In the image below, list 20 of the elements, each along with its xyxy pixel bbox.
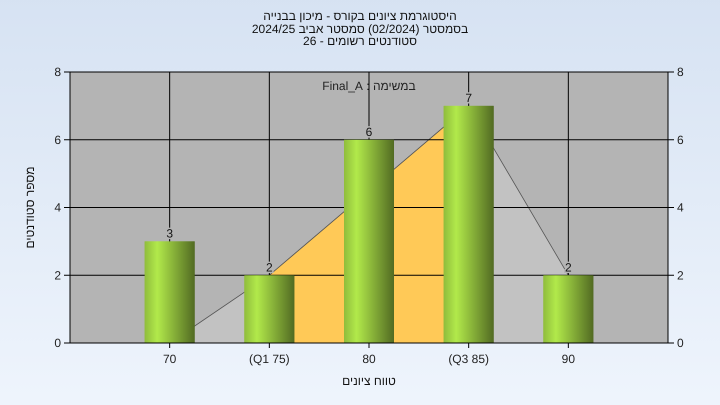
chart-subtitle: בסמסטר (02/2024) סמסטר אביב 2024/25 סטודנטים רשומים - 26 — [252, 22, 468, 48]
y2-tick-label: 4 — [677, 200, 684, 215]
y2-tick-label: 2 — [677, 268, 684, 282]
x-tick-label: (Q1 75) — [248, 352, 290, 366]
y-axis-title: מספר סטודנטים — [23, 166, 37, 249]
y2-tick-label: 8 — [677, 65, 684, 80]
y-tick-label: 0 — [54, 336, 62, 350]
x-tick-label: (Q3 85) — [448, 352, 490, 366]
x-tick-label: 90 — [562, 352, 576, 366]
y2-tick-label: 6 — [677, 132, 684, 147]
annotation: במשימה : Final_A — [322, 79, 416, 93]
y-tick-label: 2 — [54, 268, 62, 282]
x-axis-title: טווח ציונים — [342, 374, 396, 388]
x-tick-label: 80 — [362, 352, 376, 366]
y-tick-label: 4 — [54, 200, 62, 215]
x-tick-label: 70 — [162, 352, 177, 366]
y2-tick-label: 0 — [677, 336, 684, 350]
chart-title: היסטוגרמת ציונים בקורס - מיכון בבנייה — [263, 9, 457, 23]
y-tick-label: 8 — [54, 65, 62, 80]
y-tick-label: 6 — [54, 132, 62, 147]
